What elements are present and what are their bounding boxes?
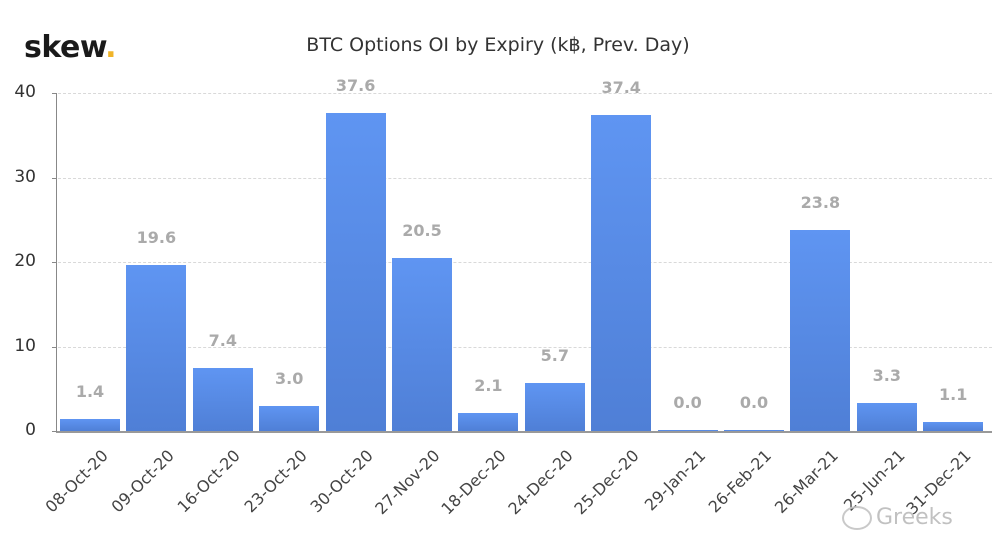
y-tick-label: 20 [14, 251, 36, 271]
x-tick-label: 30-Oct-20 [306, 446, 378, 517]
logo-text: skew [24, 30, 106, 65]
bar [724, 429, 784, 431]
bar [192, 368, 253, 431]
bar [325, 113, 386, 431]
x-tick-label: 08-Oct-20 [41, 446, 112, 517]
y-tick-mark [52, 262, 57, 263]
y-tick-mark [52, 346, 57, 348]
bar [856, 403, 917, 431]
value-label: 0.0 [673, 392, 702, 412]
x-tick-label: 16-Oct-20 [173, 446, 245, 517]
x-tick-label: 27-Nov-20 [371, 446, 444, 519]
value-label: 5.7 [540, 345, 569, 365]
bar [524, 382, 585, 431]
gridline [58, 262, 992, 263]
value-label: 3.3 [872, 366, 901, 386]
bar [591, 114, 652, 431]
x-axis [56, 431, 992, 433]
value-label: 20.5 [402, 220, 442, 240]
y-tick-label: 10 [14, 335, 36, 356]
x-tick-label: 18-Dec-20 [437, 446, 510, 519]
value-label: 19.6 [136, 228, 177, 248]
value-label: 0.0 [739, 392, 769, 412]
x-tick-label: 23-Oct-20 [240, 446, 311, 517]
value-label: 1.4 [75, 382, 105, 402]
chart-title: BTC Options OI by Expiry (k฿, Prev. Day) [0, 34, 1000, 56]
watermark-text: Greeks [876, 505, 953, 530]
logo-dot: . [105, 30, 117, 65]
value-label: 2.1 [474, 376, 503, 396]
bar [126, 265, 187, 431]
skew-logo: skew. [24, 30, 117, 65]
gridline [58, 93, 992, 94]
bar [60, 419, 120, 431]
y-tick-label: 0 [25, 420, 36, 440]
y-tick-mark [52, 431, 57, 432]
x-tick-label: 25-Dec-20 [570, 446, 643, 519]
value-label: 37.6 [335, 76, 376, 96]
value-label: 23.8 [800, 192, 841, 212]
x-tick-label: 26-Mar-21 [770, 446, 842, 518]
y-tick-mark [52, 177, 57, 179]
y-tick-mark [52, 93, 57, 94]
bar [392, 257, 452, 431]
bar [458, 413, 519, 431]
value-label: 1.1 [939, 384, 968, 404]
y-tick-label: 30 [14, 166, 36, 187]
y-tick-label: 40 [14, 82, 36, 102]
bar [923, 421, 984, 431]
gridline [58, 177, 992, 179]
watermark: Greeks [842, 505, 953, 530]
x-tick-label: 26-Feb-21 [705, 446, 776, 517]
bar [657, 429, 718, 431]
value-label: 7.4 [208, 331, 237, 351]
x-tick-label: 29-Jan-21 [640, 446, 710, 515]
gridline [58, 346, 992, 348]
value-label: 37.4 [601, 77, 641, 97]
x-tick-label: 24-Dec-20 [503, 446, 577, 519]
bar [790, 229, 851, 431]
bar [259, 405, 320, 431]
chart-title-text: BTC Options OI by Expiry (k฿, Prev. Day) [306, 34, 690, 56]
wechat-icon [842, 506, 872, 530]
value-label: 3.0 [275, 368, 304, 388]
x-tick-label: 09-Oct-20 [107, 446, 178, 517]
